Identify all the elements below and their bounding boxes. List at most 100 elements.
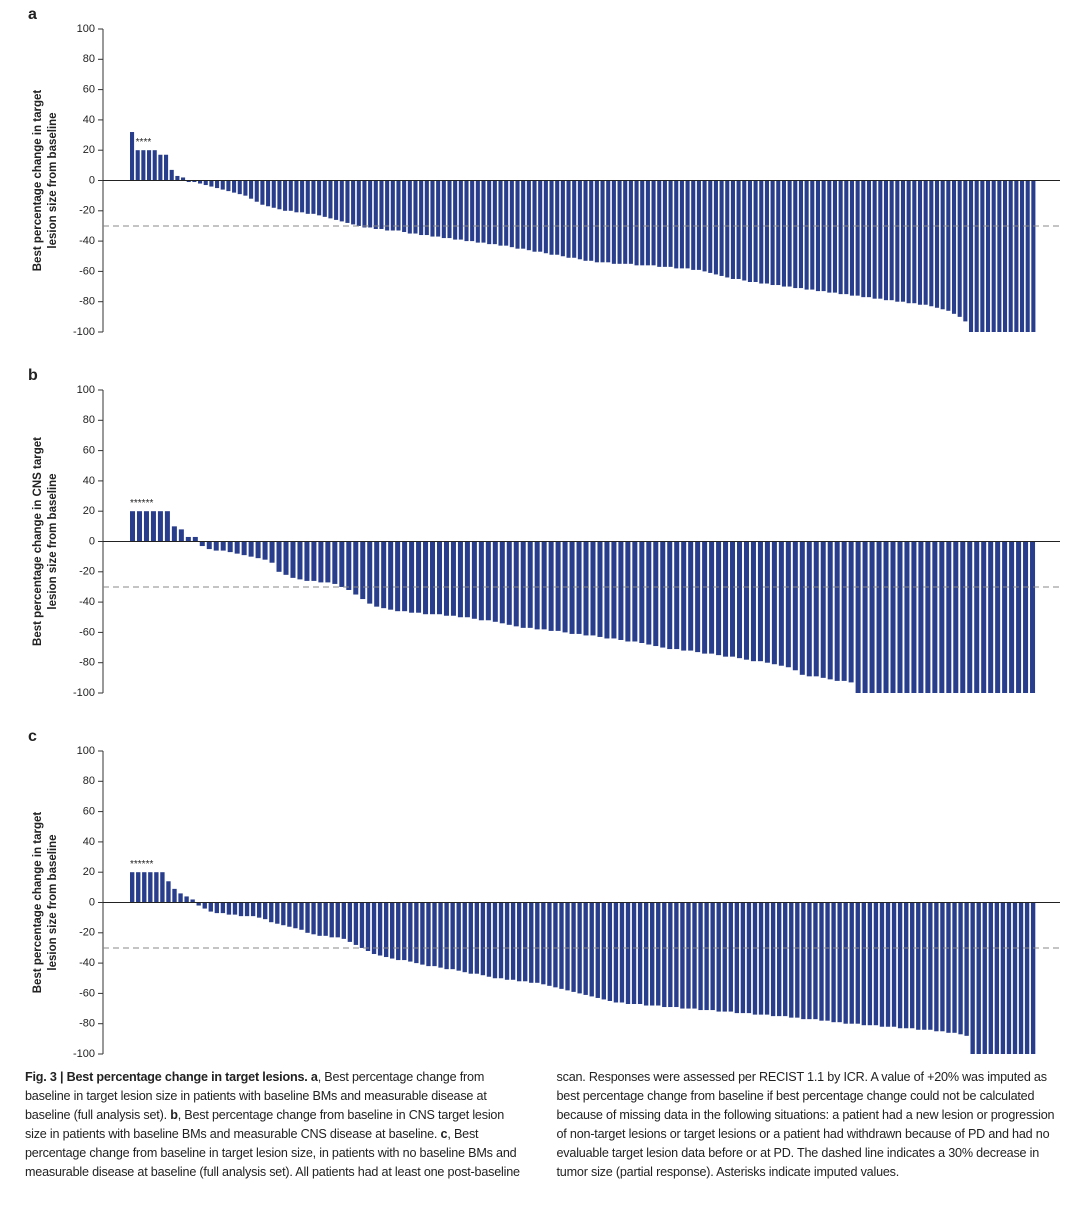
bar <box>423 541 429 615</box>
bar <box>359 902 365 948</box>
bar <box>254 180 259 202</box>
bar <box>981 541 987 693</box>
bar <box>371 902 377 955</box>
bar <box>783 902 788 1017</box>
bar <box>436 180 441 237</box>
bar <box>275 902 280 924</box>
bar <box>815 180 821 292</box>
bar <box>198 180 203 184</box>
bar <box>232 180 237 193</box>
bar <box>214 902 220 914</box>
y-tick-label: 60 <box>83 806 95 818</box>
bar <box>160 872 165 903</box>
bar <box>1018 902 1024 1054</box>
bar <box>186 180 191 183</box>
bar <box>906 180 911 304</box>
bar <box>226 180 231 192</box>
bar <box>213 541 219 551</box>
bar <box>158 154 163 181</box>
bar <box>628 180 633 264</box>
bar <box>934 180 940 308</box>
y-axis-label: lesion size from baseline <box>47 834 59 970</box>
bar <box>281 902 286 926</box>
bar <box>607 902 613 1001</box>
bar <box>625 541 631 642</box>
bar <box>964 902 969 1036</box>
bar <box>381 541 387 609</box>
panel-letter: a <box>28 6 37 23</box>
bar <box>328 180 333 219</box>
bar <box>844 180 849 295</box>
bar <box>305 180 310 214</box>
caption-label: Fig. 3 | Best percentage change in targe… <box>25 1070 308 1084</box>
bar <box>196 902 201 906</box>
bar <box>190 899 195 903</box>
bar <box>946 541 952 693</box>
bar <box>290 541 296 578</box>
bar <box>1030 902 1036 1054</box>
bar <box>1002 541 1008 693</box>
bar <box>723 541 729 657</box>
caption-panel-key: c <box>440 1127 448 1141</box>
bar <box>590 541 596 636</box>
annotation: ****** <box>130 498 153 509</box>
bar <box>692 902 697 1009</box>
bar <box>294 180 299 213</box>
bar <box>396 180 401 231</box>
bar <box>861 902 867 1026</box>
bar <box>1019 180 1025 332</box>
bar <box>413 180 418 234</box>
bar <box>237 180 242 195</box>
bar <box>426 902 431 967</box>
bar <box>141 150 146 181</box>
bar <box>1008 180 1013 332</box>
bar <box>234 541 240 554</box>
bar <box>625 902 631 1005</box>
bar <box>318 541 324 583</box>
bar <box>813 902 818 1020</box>
bar <box>759 180 764 284</box>
bar <box>970 902 975 1054</box>
bar <box>243 180 248 196</box>
bar <box>994 902 1000 1054</box>
bar <box>695 541 701 653</box>
bar <box>538 180 543 252</box>
bar <box>903 902 909 1029</box>
bar <box>1024 902 1030 1054</box>
bar <box>668 180 673 267</box>
bar <box>492 541 498 622</box>
bar <box>997 180 1002 332</box>
bar <box>613 902 619 1003</box>
bar <box>967 541 973 693</box>
bar <box>662 902 667 1008</box>
bar <box>928 902 933 1030</box>
bar <box>747 180 752 283</box>
bar <box>276 541 282 572</box>
bar <box>985 180 991 332</box>
bar <box>957 180 962 317</box>
bar <box>208 902 213 912</box>
bar <box>848 541 854 683</box>
bar <box>963 180 968 322</box>
bar <box>746 902 752 1014</box>
bar <box>934 902 939 1032</box>
bar <box>311 902 316 935</box>
bar <box>869 541 875 693</box>
bar <box>470 180 475 242</box>
bar <box>209 180 214 187</box>
bar <box>515 180 520 249</box>
bar <box>810 180 815 290</box>
bar <box>1031 180 1036 332</box>
bar <box>730 180 735 279</box>
bar <box>487 180 492 245</box>
y-tick-label: 0 <box>89 535 95 547</box>
bar <box>639 541 645 644</box>
bar <box>922 902 927 1030</box>
bar <box>147 150 152 181</box>
bar <box>462 902 467 973</box>
bar <box>916 902 921 1030</box>
bar <box>553 902 558 988</box>
bar <box>764 180 769 284</box>
bar <box>297 541 303 580</box>
